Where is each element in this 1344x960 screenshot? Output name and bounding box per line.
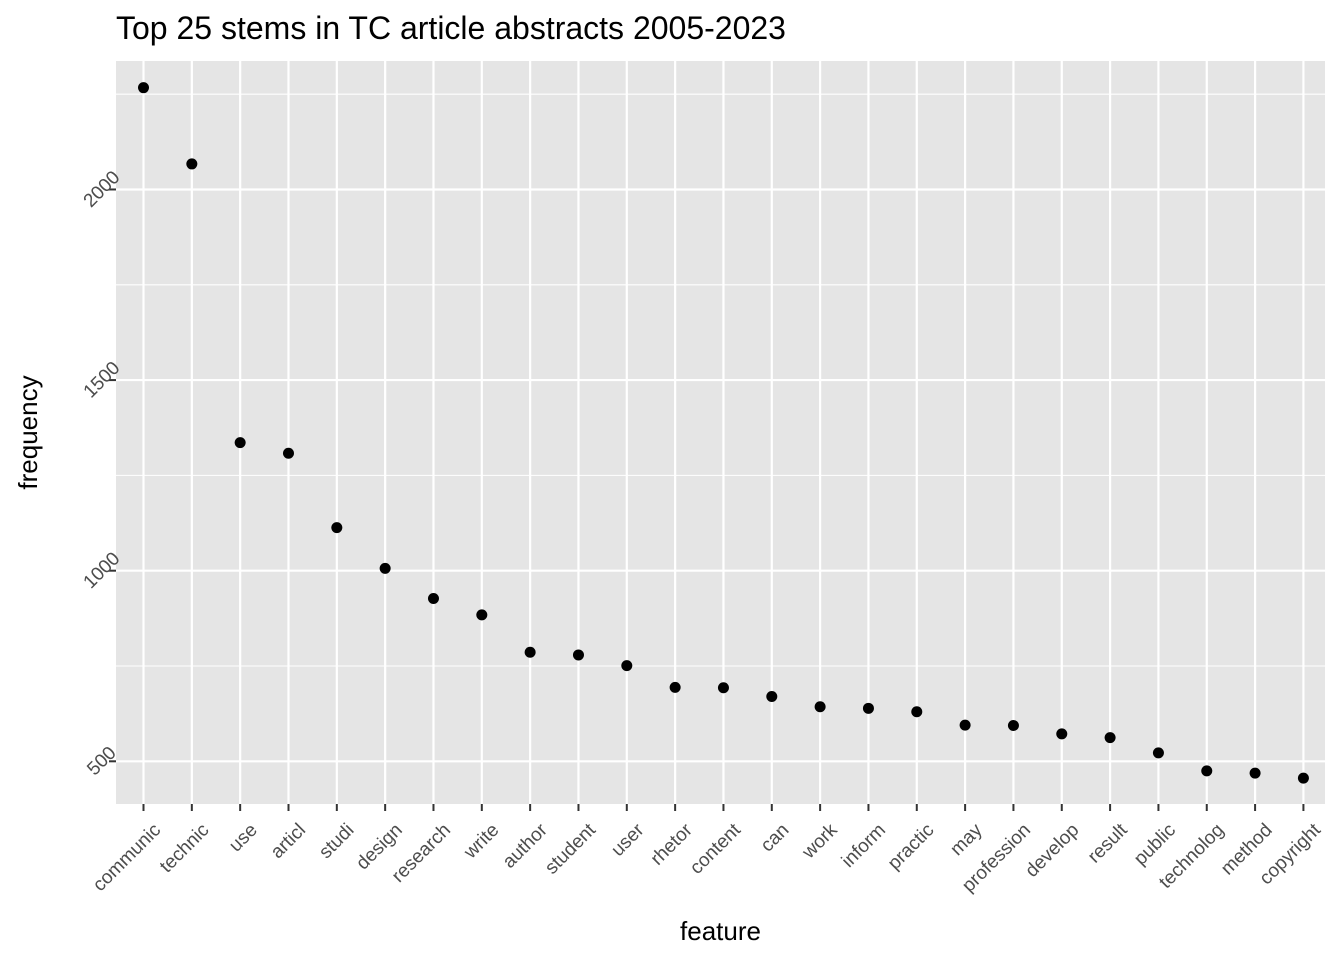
x-tick-label: result <box>1084 819 1132 867</box>
x-tick-label: content <box>686 819 745 878</box>
x-tick-label: may <box>946 819 987 860</box>
x-tick-label: communic <box>89 820 165 896</box>
data-point <box>621 660 633 672</box>
data-point <box>1104 732 1116 744</box>
data-point <box>572 649 584 661</box>
data-point <box>282 447 294 459</box>
data-point <box>862 702 874 714</box>
data-point <box>234 437 246 449</box>
x-tick-label: work <box>798 819 842 863</box>
x-tick-label: inform <box>838 820 890 872</box>
data-point <box>717 682 729 694</box>
x-tick-label: write <box>459 820 503 864</box>
data-point <box>911 706 923 718</box>
data-point <box>766 690 778 702</box>
x-tick-label: studi <box>315 820 358 863</box>
data-point <box>1007 719 1019 731</box>
data-point <box>138 82 149 94</box>
data-point <box>1249 767 1261 779</box>
data-point <box>1297 772 1309 784</box>
data-point <box>1201 765 1213 777</box>
chart-title: Top 25 stems in TC article abstracts 200… <box>116 10 786 46</box>
x-tick-label: student <box>541 819 600 878</box>
x-tick-label: practic <box>884 820 938 874</box>
major-gridlines <box>116 61 1325 804</box>
data-point <box>379 562 391 574</box>
data-point <box>1152 747 1164 759</box>
x-tick-label: use <box>225 820 262 857</box>
y-axis-title: frequency <box>13 375 43 489</box>
data-point <box>427 593 439 605</box>
data-point <box>959 719 971 731</box>
data-point <box>524 646 536 658</box>
data-point <box>186 158 198 170</box>
data-point <box>669 681 681 693</box>
x-tick-label: articl <box>267 820 310 863</box>
x-tick-label: user <box>607 819 648 860</box>
y-tick-label: 500 <box>83 743 120 780</box>
plot-panel <box>116 61 1325 804</box>
x-tick-label: technic <box>156 820 213 877</box>
data-point <box>1056 728 1068 740</box>
data-point <box>814 701 826 713</box>
data-point <box>331 522 343 534</box>
x-axis-title: feature <box>680 916 761 946</box>
data-point <box>476 609 488 621</box>
minor-gridlines <box>116 93 1325 667</box>
x-tick-label: can <box>757 820 794 857</box>
data-points <box>138 82 1309 784</box>
x-tick-label: develop <box>1021 820 1083 882</box>
